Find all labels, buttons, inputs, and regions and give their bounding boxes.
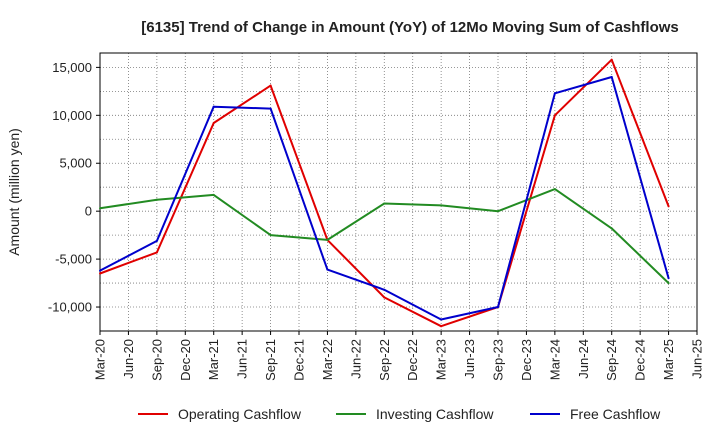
x-tick-label: Sep-21 [263,339,278,381]
x-tick-label: Jun-22 [348,339,363,379]
x-tick-label: Mar-20 [93,339,108,380]
x-tick-label: Dec-23 [519,339,534,381]
x-tick-label: Sep-20 [149,339,164,381]
legend-label: Free Cashflow [570,406,661,422]
y-tick-label: 0 [85,204,92,219]
data-point [212,193,215,196]
data-point [553,188,556,191]
y-tick-label: -5,000 [55,252,92,267]
data-point [99,207,101,210]
data-point [667,205,670,208]
data-point [269,234,272,237]
legend-label: Investing Cashflow [376,406,494,422]
legend-label: Operating Cashflow [178,406,302,422]
data-point [155,251,158,254]
y-tick-label: 15,000 [52,60,92,75]
x-tick-label: Mar-24 [547,339,562,380]
data-point [269,107,272,110]
x-tick-label: Dec-22 [405,339,420,381]
x-tick-label: Mar-23 [434,339,449,380]
x-tick-label: Dec-21 [292,339,307,381]
y-tick-label: 5,000 [59,156,92,171]
x-tick-label: Jun-24 [576,339,591,379]
data-point [497,306,499,309]
data-point [610,75,613,78]
y-axis-label: Amount (million yen) [6,128,22,256]
data-point [497,210,499,213]
data-point [553,92,556,95]
x-tick-label: Dec-24 [633,339,648,381]
data-point [99,269,101,272]
data-point [440,204,443,207]
data-point [326,268,329,271]
legend-item-free-cashflow: Free Cashflow [530,406,661,422]
y-tick-label: -10,000 [48,300,92,315]
legend-item-investing-cashflow: Investing Cashflow [336,406,494,422]
data-point [155,239,158,242]
data-point [667,277,670,280]
legend-item-operating-cashflow: Operating Cashflow [138,406,302,422]
x-tick-label: Sep-23 [491,339,506,381]
data-point [667,282,670,285]
x-tick-label: Mar-22 [320,339,335,380]
x-tick-label: Jun-23 [462,339,477,379]
x-tick-label: Jun-20 [121,339,136,379]
data-point [383,296,386,299]
data-point [553,114,556,117]
data-point [610,58,613,61]
x-tick-label: Mar-25 [661,339,676,380]
data-point [610,227,613,230]
x-tick-label: Jun-21 [235,339,250,379]
data-point [155,198,158,201]
x-axis: Mar-20 Jun-20 Sep-20 Dec-20 Mar-21 Jun-21 Sep-… [93,331,705,381]
x-tick-label: Sep-24 [604,339,619,381]
x-tick-label: Sep-22 [377,339,392,381]
data-point [99,272,101,275]
series-lines [99,58,670,328]
y-tick-label: 10,000 [52,108,92,123]
data-point [269,84,272,87]
legend: Operating Cashflow Investing Cashflow Free… [138,406,661,422]
grid [99,53,698,331]
chart-title: [6135] Trend of Change in Amount (YoY) o… [141,19,679,36]
x-tick-label: Mar-21 [206,339,221,380]
data-point [212,105,215,108]
data-point [440,325,443,328]
data-point [326,238,329,241]
series-line-operating-cashflow [99,58,670,328]
y-axis: 15,000 10,000 5,000 0 -5,000 -10,000 [48,60,100,315]
data-point [383,202,386,205]
data-point [440,318,443,321]
x-tick-label: Dec-20 [178,339,193,381]
data-point [212,121,215,124]
plot-frame [99,52,698,332]
data-point [383,288,386,291]
x-tick-label: Jun-25 [690,339,705,379]
